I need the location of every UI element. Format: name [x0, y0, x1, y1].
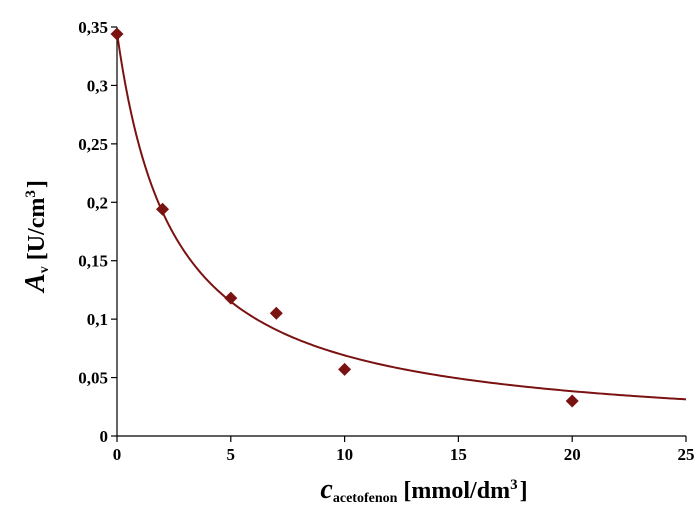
x-axis-label-symbol: c: [320, 474, 333, 505]
y-axis-label-unit: [U/cm: [24, 198, 50, 261]
y-tick-label: 0,15: [78, 252, 108, 271]
plot-area: 0 5 10 15 20 25 0 0,05 0,1 0,15 0,2 0,25 0,3 0,35: [78, 18, 694, 464]
y-axis-label-subscript: v: [37, 266, 52, 273]
data-point: [269, 306, 283, 320]
y-tick-label: 0,35: [78, 18, 108, 37]
y-axis-label-unit-power: 3: [23, 190, 39, 198]
x-tick-label: 25: [678, 445, 695, 464]
y-tick-label: 0,2: [87, 193, 108, 212]
x-tick-label: 15: [450, 445, 467, 464]
data-point: [338, 362, 352, 376]
x-axis-label-subscript: acetofenon: [333, 491, 398, 505]
data-points: [110, 27, 579, 408]
x-tick-label: 0: [113, 445, 122, 464]
data-point: [224, 291, 238, 305]
x-axis-label-unit-close: ]: [520, 478, 528, 504]
fit-curve: [116, 32, 687, 401]
y-tick-label: 0,1: [87, 310, 108, 329]
x-tick-label: 20: [564, 445, 581, 464]
x-axis-label-unit: [mmol/dm: [403, 478, 510, 504]
data-point: [110, 27, 124, 41]
x-tick-label: 5: [227, 445, 236, 464]
y-tick-label: 0,3: [87, 76, 108, 95]
y-axis-ticks: 0 0,05 0,1 0,15 0,2 0,25 0,3 0,35: [78, 18, 117, 446]
x-tick-label: 10: [336, 445, 353, 464]
y-tick-label: 0: [100, 427, 109, 446]
x-axis-label: cacetofenon [mmol/dm3]: [320, 474, 527, 505]
y-tick-label: 0,25: [78, 135, 108, 154]
data-point: [156, 202, 170, 216]
x-axis-ticks: 0 5 10 15 20 25: [113, 436, 695, 464]
y-tick-label: 0,05: [78, 369, 108, 388]
data-point: [565, 394, 579, 408]
y-axis-label: Av [U/cm3]: [20, 180, 52, 294]
y-axis-label-unit-close: ]: [24, 180, 50, 188]
x-axis-label-unit-power: 3: [510, 477, 518, 493]
y-axis-label-symbol: A: [20, 273, 51, 294]
